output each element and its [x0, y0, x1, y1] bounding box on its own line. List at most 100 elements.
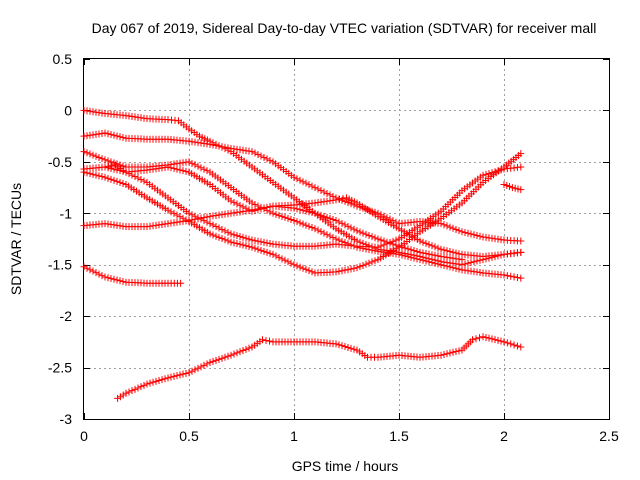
data-point [251, 237, 259, 245]
data-point [185, 369, 193, 377]
data-point [410, 254, 418, 262]
data-point [248, 199, 256, 207]
data-point [338, 219, 346, 227]
data-point [110, 176, 118, 184]
data-point [308, 182, 316, 190]
data-point [152, 377, 160, 385]
x-tick-label: 2.5 [599, 428, 619, 444]
data-point [86, 266, 94, 274]
data-point [449, 224, 457, 232]
data-point [236, 201, 244, 209]
data-point [275, 253, 283, 261]
data-point [455, 227, 463, 235]
data-point [293, 218, 301, 226]
data-point [134, 174, 142, 182]
data-point [119, 133, 127, 141]
data-point [359, 229, 367, 237]
data-point [248, 148, 256, 156]
series-s3 [80, 148, 525, 282]
data-point [188, 216, 196, 224]
data-point [191, 161, 199, 169]
data-point [83, 149, 91, 157]
data-point [107, 164, 115, 172]
data-point [179, 167, 187, 175]
data-point [266, 240, 274, 248]
data-point [362, 230, 370, 238]
data-point [323, 213, 331, 221]
data-point [227, 230, 235, 238]
series-layer [80, 106, 525, 402]
data-point [287, 259, 295, 267]
data-point [260, 204, 268, 212]
data-point [482, 170, 490, 178]
data-point [125, 388, 133, 396]
data-point [287, 215, 295, 223]
data-point [203, 213, 211, 221]
data-point [308, 224, 316, 232]
data-point [239, 203, 247, 211]
data-point [449, 248, 457, 256]
data-point [128, 387, 136, 395]
data-point [338, 267, 346, 275]
data-point [281, 256, 289, 264]
data-point [245, 242, 253, 250]
data-point [89, 151, 97, 159]
data-point [197, 214, 205, 222]
data-point [332, 216, 340, 224]
data-point [311, 184, 319, 192]
data-point [236, 233, 244, 241]
data-point [188, 367, 196, 375]
data-point [248, 243, 256, 251]
data-point [323, 231, 331, 239]
data-point [296, 219, 304, 227]
data-point [510, 273, 518, 281]
data-point [80, 148, 88, 156]
data-point [302, 221, 310, 229]
data-point [419, 238, 427, 246]
data-point [320, 212, 328, 220]
data-point [464, 229, 472, 237]
data-point [233, 200, 241, 208]
data-point [401, 252, 409, 260]
data-point [197, 164, 205, 172]
data-point [266, 156, 274, 164]
data-point [440, 221, 448, 229]
data-point [341, 266, 349, 274]
data-point [224, 228, 232, 236]
data-point [507, 272, 515, 280]
data-point [113, 166, 121, 174]
data-point [146, 379, 154, 387]
data-point [227, 238, 235, 246]
data-point [425, 258, 433, 266]
data-point [422, 250, 430, 258]
data-point [278, 255, 286, 263]
data-point [185, 216, 193, 224]
data-point [245, 206, 253, 214]
data-point [194, 162, 202, 170]
data-point [233, 232, 241, 240]
data-point [446, 349, 454, 357]
data-point [98, 173, 106, 181]
data-point [278, 212, 286, 220]
data-point [500, 338, 508, 346]
data-point [167, 373, 175, 381]
data-point [419, 249, 427, 257]
data-point [365, 231, 373, 239]
data-point [113, 177, 121, 185]
data-point [389, 240, 397, 248]
data-point [416, 237, 424, 245]
data-point [259, 336, 266, 344]
data-point [251, 149, 259, 157]
data-point [236, 348, 244, 356]
data-point [104, 130, 112, 138]
data-point [110, 275, 118, 283]
data-point [338, 342, 346, 350]
data-point [140, 381, 148, 389]
data-point [134, 384, 142, 392]
data-point [341, 221, 349, 229]
data-point [92, 152, 100, 160]
data-point [437, 245, 445, 253]
data-point [434, 260, 442, 268]
data-point [182, 369, 190, 377]
data-point [218, 225, 226, 233]
